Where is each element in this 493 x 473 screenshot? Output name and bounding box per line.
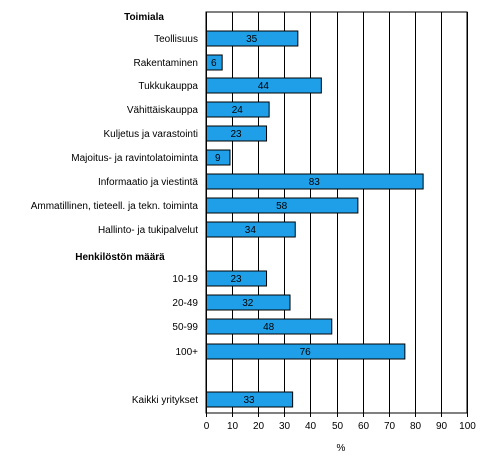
category-labels: Toimiala Teollisuus Rakentaminen Tukkukaupp… [31, 12, 199, 406]
category-label: Rakentaminen [134, 58, 198, 69]
category-label: 10-19 [172, 274, 198, 285]
bar [206, 77, 322, 94]
bar [206, 343, 406, 360]
category-label: Majoitus- ja ravintolatoiminta [71, 153, 198, 164]
bar [206, 173, 424, 190]
category-label: Hallinto- ja tukipalvelut [98, 225, 198, 236]
bar-value-label: 33 [244, 395, 256, 406]
category-label: Tukkukauppa [138, 81, 198, 92]
bar [206, 197, 359, 214]
x-tick-label: 90 [436, 421, 448, 432]
group-heading: Henkilöstön määrä [75, 252, 165, 263]
bar [206, 391, 294, 408]
bar-value-label: 44 [258, 81, 270, 92]
bar [206, 221, 296, 238]
x-tick-label: 40 [305, 421, 317, 432]
bar-value-label: 6 [211, 58, 217, 69]
category-label: 20-49 [172, 298, 198, 309]
bar-value-label: 58 [276, 201, 288, 212]
bar-value-label: 76 [300, 347, 312, 358]
bar [206, 294, 291, 311]
bar [206, 149, 231, 166]
x-tick-label: 20 [253, 421, 265, 432]
x-tick-label: 50 [332, 421, 344, 432]
x-tick-label: 30 [279, 421, 291, 432]
x-tick-label: 60 [358, 421, 370, 432]
x-tick-label: 0 [204, 421, 210, 432]
bar-value-label: 34 [245, 225, 257, 236]
x-tick-label: 80 [410, 421, 422, 432]
category-label: Kaikki yritykset [132, 395, 198, 406]
bars: 35 6 44 24 23 9 83 58 34 23 32 48 76 33 [206, 30, 424, 408]
bar-value-label: 83 [309, 177, 321, 188]
x-tick-label: 10 [227, 421, 239, 432]
bar-value-label: 32 [242, 298, 254, 309]
category-label: Informaatio ja viestintä [98, 177, 198, 188]
category-label: Teollisuus [154, 34, 198, 45]
bar-value-label: 23 [230, 129, 242, 140]
bar-value-label: 48 [263, 322, 275, 333]
bar [206, 318, 333, 335]
category-label: Ammatillinen, tieteell. ja tekn. toimint… [31, 201, 199, 212]
bar-value-label: 24 [232, 105, 244, 116]
x-axis-label: % [337, 443, 346, 454]
x-tick-label: 100 [459, 421, 476, 432]
bar-value-label: 9 [215, 153, 221, 164]
bar-value-label: 35 [246, 34, 258, 45]
bar [206, 125, 268, 142]
category-label: Vähittäiskauppa [127, 105, 199, 116]
bar [206, 101, 270, 118]
bar-value-label: 23 [230, 274, 242, 285]
group-heading: Toimiala [124, 12, 164, 23]
bar [206, 270, 268, 287]
bar [206, 54, 223, 71]
category-label: 100+ [175, 347, 198, 358]
x-tick-label: 70 [384, 421, 396, 432]
bar [206, 30, 299, 47]
category-label: Kuljetus ja varastointi [104, 129, 199, 140]
category-label: 50-99 [172, 322, 198, 333]
x-axis: 0 10 20 30 40 50 60 70 80 90 100 [204, 413, 476, 432]
